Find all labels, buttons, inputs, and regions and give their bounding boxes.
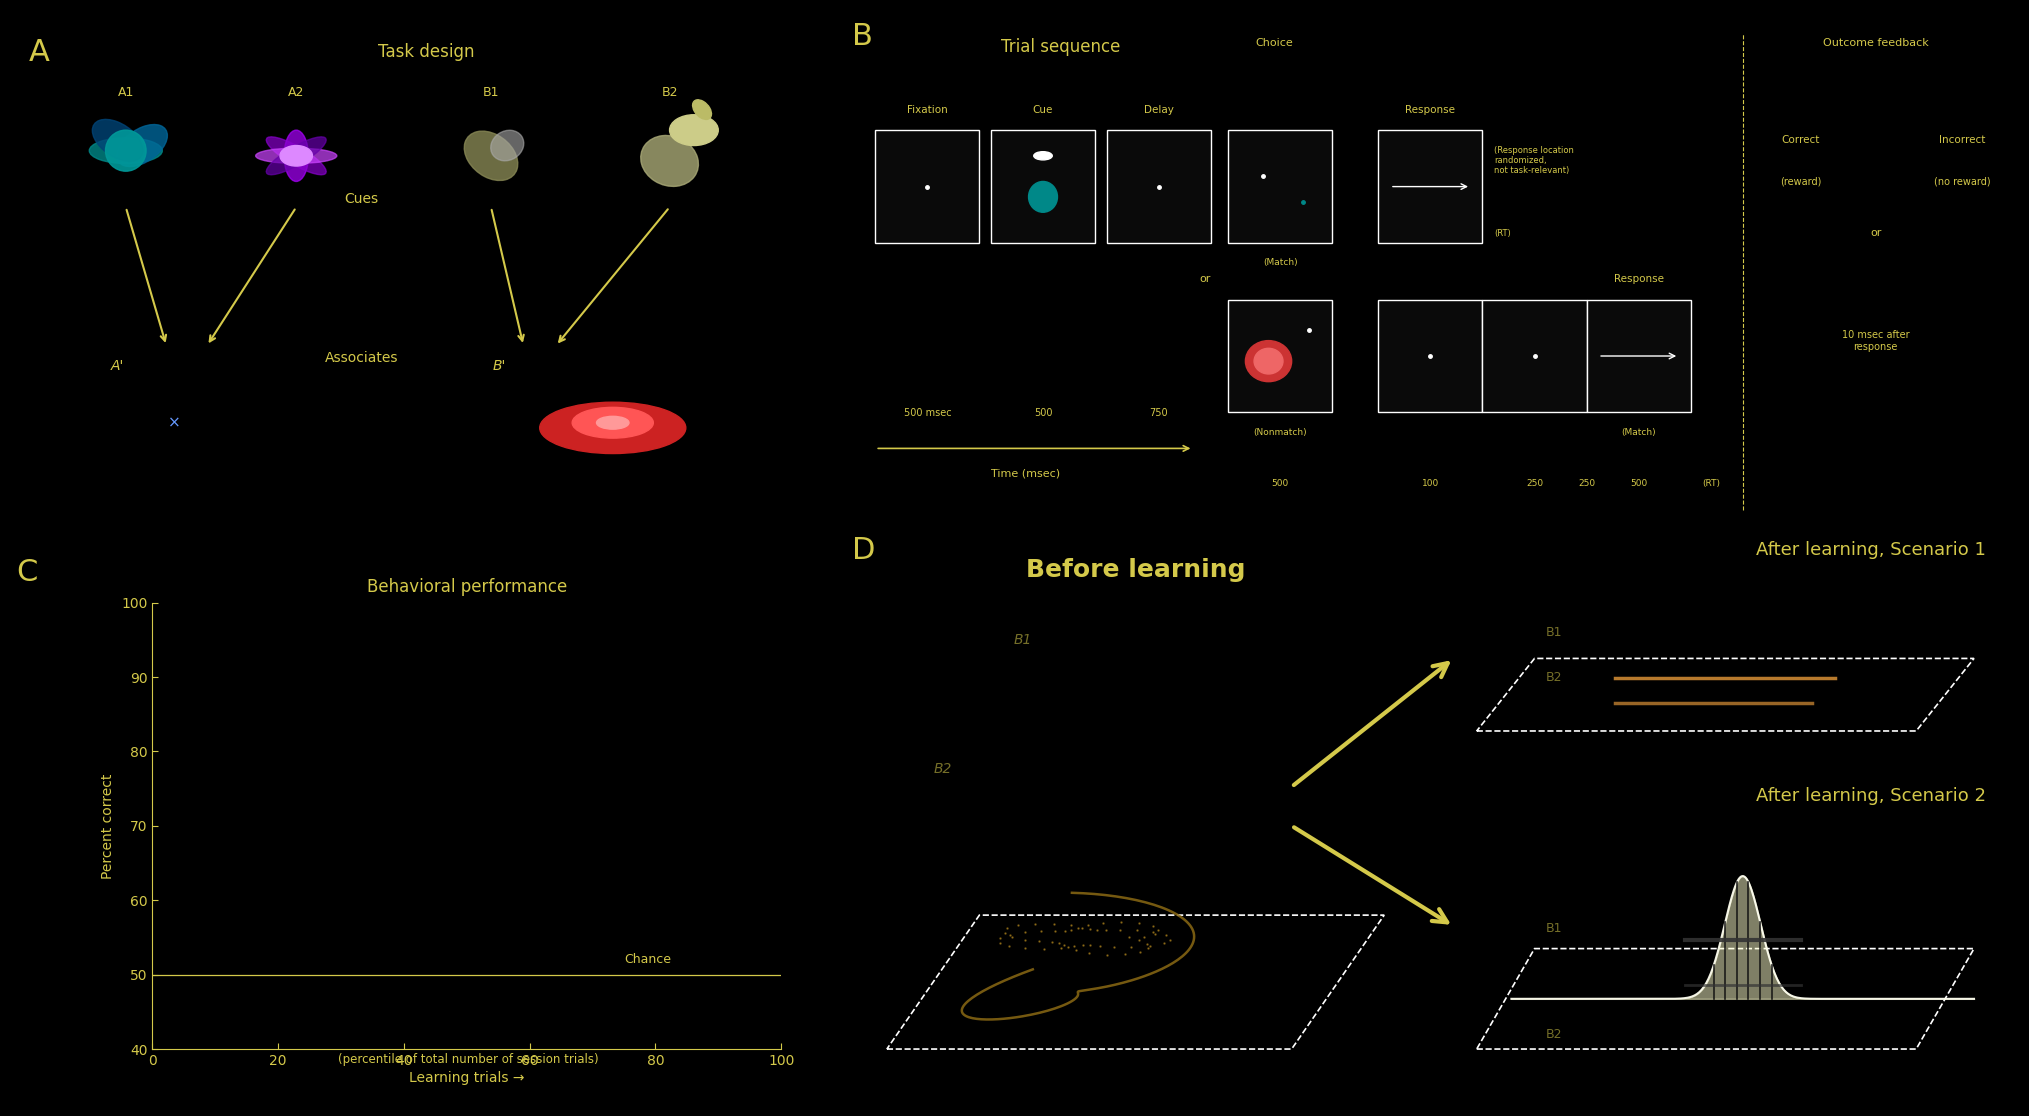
Text: A': A' (112, 359, 124, 373)
Text: (RT): (RT) (1702, 479, 1721, 488)
Text: Time (msec): Time (msec) (990, 469, 1061, 479)
Ellipse shape (465, 131, 517, 181)
Text: Incorrect: Incorrect (1940, 135, 1986, 145)
Circle shape (280, 145, 312, 166)
Text: After learning, Scenario 1: After learning, Scenario 1 (1755, 541, 1986, 559)
FancyBboxPatch shape (1228, 131, 1333, 243)
Text: 500 msec: 500 msec (903, 407, 952, 417)
Ellipse shape (692, 99, 712, 119)
Text: (Response location
randomized,
not task-relevant): (Response location randomized, not task-… (1493, 145, 1575, 175)
Text: Choice: Choice (1256, 38, 1292, 48)
Text: D: D (852, 536, 877, 565)
Text: Fixation: Fixation (907, 105, 948, 115)
Text: B2: B2 (933, 761, 952, 776)
FancyBboxPatch shape (1106, 131, 1211, 243)
Text: C: C (16, 558, 39, 587)
Ellipse shape (89, 138, 162, 163)
Text: Delay: Delay (1144, 105, 1173, 115)
FancyBboxPatch shape (1483, 299, 1587, 413)
FancyBboxPatch shape (1378, 131, 1483, 243)
Ellipse shape (491, 131, 523, 161)
Text: B2: B2 (1546, 671, 1562, 684)
Text: (Nonmatch): (Nonmatch) (1254, 427, 1307, 436)
Text: ×: × (168, 415, 181, 431)
Ellipse shape (1254, 348, 1282, 374)
Ellipse shape (597, 416, 629, 430)
Text: or: or (1199, 275, 1211, 283)
X-axis label: Learning trials →: Learning trials → (410, 1070, 523, 1085)
Text: B2: B2 (1546, 1028, 1562, 1041)
Ellipse shape (1029, 182, 1057, 212)
Text: B1: B1 (1546, 922, 1562, 935)
Y-axis label: Percent correct: Percent correct (101, 773, 116, 878)
FancyBboxPatch shape (1378, 299, 1483, 413)
Ellipse shape (93, 119, 142, 162)
Ellipse shape (572, 407, 653, 439)
FancyBboxPatch shape (874, 131, 980, 243)
Text: Associates: Associates (325, 350, 398, 365)
Text: 500: 500 (1272, 479, 1288, 488)
Text: 10 msec after
response: 10 msec after response (1842, 330, 1909, 352)
Ellipse shape (266, 137, 327, 175)
Text: 250: 250 (1579, 479, 1595, 488)
Text: B2: B2 (661, 86, 678, 99)
Text: 100: 100 (1422, 479, 1439, 488)
Text: B: B (852, 22, 872, 51)
Ellipse shape (118, 125, 166, 166)
Ellipse shape (106, 131, 146, 171)
FancyBboxPatch shape (990, 131, 1096, 243)
Text: (reward): (reward) (1779, 176, 1822, 186)
Text: 500: 500 (1033, 407, 1053, 417)
Text: Before learning: Before learning (1027, 558, 1246, 583)
Ellipse shape (266, 137, 327, 175)
Text: (Match): (Match) (1262, 259, 1297, 268)
Text: B1: B1 (1014, 633, 1033, 647)
Text: Response: Response (1406, 105, 1455, 115)
Ellipse shape (540, 402, 686, 453)
Text: Response: Response (1613, 275, 1664, 285)
Circle shape (1033, 152, 1053, 160)
Text: A: A (28, 38, 49, 67)
Text: B1: B1 (483, 86, 499, 99)
Text: A1: A1 (118, 86, 134, 99)
Circle shape (670, 115, 718, 145)
Text: Trial sequence: Trial sequence (1000, 38, 1120, 56)
Text: 500: 500 (1629, 479, 1648, 488)
Text: B': B' (493, 359, 505, 373)
Ellipse shape (641, 135, 698, 186)
FancyBboxPatch shape (1587, 299, 1690, 413)
FancyBboxPatch shape (1228, 299, 1333, 413)
Text: (percentile of total number of session trials): (percentile of total number of session t… (339, 1052, 599, 1066)
Text: (Match): (Match) (1621, 427, 1656, 436)
Text: Cue: Cue (1033, 105, 1053, 115)
Ellipse shape (284, 131, 308, 182)
Text: (no reward): (no reward) (1934, 176, 1990, 186)
Text: Chance: Chance (625, 953, 672, 966)
Text: (RT): (RT) (1493, 229, 1512, 238)
Ellipse shape (256, 148, 337, 163)
Text: After learning, Scenario 2: After learning, Scenario 2 (1755, 787, 1986, 805)
Text: Correct: Correct (1781, 135, 1820, 145)
Text: Cues: Cues (345, 192, 377, 205)
Text: 750: 750 (1148, 407, 1169, 417)
Text: 250: 250 (1526, 479, 1544, 488)
Text: Task design: Task design (377, 42, 475, 61)
Text: or: or (1871, 228, 1881, 238)
Title: Behavioral performance: Behavioral performance (367, 577, 566, 596)
Text: A2: A2 (288, 86, 304, 99)
Text: B1: B1 (1546, 626, 1562, 639)
Ellipse shape (1246, 340, 1292, 382)
Text: Outcome feedback: Outcome feedback (1822, 38, 1930, 48)
